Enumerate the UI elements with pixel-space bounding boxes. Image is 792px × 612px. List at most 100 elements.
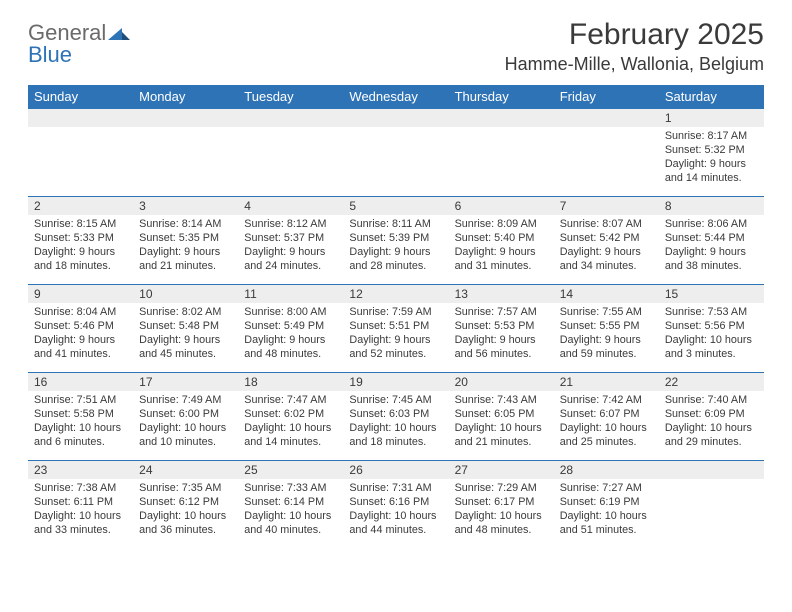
calendar-cell: 18Sunrise: 7:47 AMSunset: 6:02 PMDayligh… bbox=[238, 373, 343, 461]
day-details: Sunrise: 8:02 AMSunset: 5:48 PMDaylight:… bbox=[133, 303, 238, 365]
day-details: Sunrise: 8:15 AMSunset: 5:33 PMDaylight:… bbox=[28, 215, 133, 277]
day-details: Sunrise: 8:09 AMSunset: 5:40 PMDaylight:… bbox=[449, 215, 554, 277]
weekday-header: Tuesday bbox=[238, 85, 343, 109]
calendar-cell: 17Sunrise: 7:49 AMSunset: 6:00 PMDayligh… bbox=[133, 373, 238, 461]
day-details: Sunrise: 8:00 AMSunset: 5:49 PMDaylight:… bbox=[238, 303, 343, 365]
day-details: Sunrise: 7:59 AMSunset: 5:51 PMDaylight:… bbox=[343, 303, 448, 365]
day-details: Sunrise: 7:31 AMSunset: 6:16 PMDaylight:… bbox=[343, 479, 448, 541]
day-number: 18 bbox=[238, 373, 343, 391]
logo: General Blue bbox=[28, 18, 130, 66]
calendar-cell: 7Sunrise: 8:07 AMSunset: 5:42 PMDaylight… bbox=[554, 197, 659, 285]
day-details: Sunrise: 7:29 AMSunset: 6:17 PMDaylight:… bbox=[449, 479, 554, 541]
weekday-header: Saturday bbox=[659, 85, 764, 109]
weekday-header: Thursday bbox=[449, 85, 554, 109]
calendar-row: 2Sunrise: 8:15 AMSunset: 5:33 PMDaylight… bbox=[28, 197, 764, 285]
calendar-cell: 3Sunrise: 8:14 AMSunset: 5:35 PMDaylight… bbox=[133, 197, 238, 285]
logo-text-1: General bbox=[28, 22, 106, 44]
day-details: Sunrise: 7:45 AMSunset: 6:03 PMDaylight:… bbox=[343, 391, 448, 453]
day-number: 14 bbox=[554, 285, 659, 303]
day-number: 26 bbox=[343, 461, 448, 479]
calendar-cell: 9Sunrise: 8:04 AMSunset: 5:46 PMDaylight… bbox=[28, 285, 133, 373]
day-number bbox=[659, 461, 764, 479]
day-number: 9 bbox=[28, 285, 133, 303]
day-number bbox=[554, 109, 659, 127]
day-details: Sunrise: 7:43 AMSunset: 6:05 PMDaylight:… bbox=[449, 391, 554, 453]
weekday-header: Friday bbox=[554, 85, 659, 109]
title-block: February 2025 Hamme-Mille, Wallonia, Bel… bbox=[505, 18, 764, 75]
calendar-cell bbox=[28, 109, 133, 197]
calendar-cell: 14Sunrise: 7:55 AMSunset: 5:55 PMDayligh… bbox=[554, 285, 659, 373]
day-number: 5 bbox=[343, 197, 448, 215]
calendar-table: Sunday Monday Tuesday Wednesday Thursday… bbox=[28, 85, 764, 549]
day-details: Sunrise: 8:12 AMSunset: 5:37 PMDaylight:… bbox=[238, 215, 343, 277]
calendar-cell: 24Sunrise: 7:35 AMSunset: 6:12 PMDayligh… bbox=[133, 461, 238, 549]
day-number: 25 bbox=[238, 461, 343, 479]
calendar-cell: 21Sunrise: 7:42 AMSunset: 6:07 PMDayligh… bbox=[554, 373, 659, 461]
day-number bbox=[238, 109, 343, 127]
calendar-cell: 22Sunrise: 7:40 AMSunset: 6:09 PMDayligh… bbox=[659, 373, 764, 461]
calendar-cell bbox=[238, 109, 343, 197]
day-number: 3 bbox=[133, 197, 238, 215]
calendar-cell: 11Sunrise: 8:00 AMSunset: 5:49 PMDayligh… bbox=[238, 285, 343, 373]
day-number: 19 bbox=[343, 373, 448, 391]
day-number bbox=[133, 109, 238, 127]
day-details: Sunrise: 7:51 AMSunset: 5:58 PMDaylight:… bbox=[28, 391, 133, 453]
calendar-cell: 4Sunrise: 8:12 AMSunset: 5:37 PMDaylight… bbox=[238, 197, 343, 285]
calendar-cell: 13Sunrise: 7:57 AMSunset: 5:53 PMDayligh… bbox=[449, 285, 554, 373]
weekday-header: Wednesday bbox=[343, 85, 448, 109]
day-details: Sunrise: 8:06 AMSunset: 5:44 PMDaylight:… bbox=[659, 215, 764, 277]
day-number: 1 bbox=[659, 109, 764, 127]
calendar-cell: 10Sunrise: 8:02 AMSunset: 5:48 PMDayligh… bbox=[133, 285, 238, 373]
calendar-row: 1Sunrise: 8:17 AMSunset: 5:32 PMDaylight… bbox=[28, 109, 764, 197]
weekday-header: Sunday bbox=[28, 85, 133, 109]
day-number: 12 bbox=[343, 285, 448, 303]
calendar-cell bbox=[554, 109, 659, 197]
day-number bbox=[343, 109, 448, 127]
calendar-cell: 2Sunrise: 8:15 AMSunset: 5:33 PMDaylight… bbox=[28, 197, 133, 285]
day-details: Sunrise: 7:47 AMSunset: 6:02 PMDaylight:… bbox=[238, 391, 343, 453]
day-details: Sunrise: 7:49 AMSunset: 6:00 PMDaylight:… bbox=[133, 391, 238, 453]
header-bar: General Blue February 2025 Hamme-Mille, … bbox=[28, 18, 764, 75]
day-number: 24 bbox=[133, 461, 238, 479]
day-number bbox=[449, 109, 554, 127]
logo-mark-icon bbox=[108, 25, 130, 41]
calendar-cell: 20Sunrise: 7:43 AMSunset: 6:05 PMDayligh… bbox=[449, 373, 554, 461]
month-title: February 2025 bbox=[505, 18, 764, 52]
day-number: 7 bbox=[554, 197, 659, 215]
calendar-page: General Blue February 2025 Hamme-Mille, … bbox=[0, 0, 792, 549]
day-details: Sunrise: 7:27 AMSunset: 6:19 PMDaylight:… bbox=[554, 479, 659, 541]
day-details: Sunrise: 8:07 AMSunset: 5:42 PMDaylight:… bbox=[554, 215, 659, 277]
calendar-cell: 16Sunrise: 7:51 AMSunset: 5:58 PMDayligh… bbox=[28, 373, 133, 461]
calendar-cell: 6Sunrise: 8:09 AMSunset: 5:40 PMDaylight… bbox=[449, 197, 554, 285]
day-number: 11 bbox=[238, 285, 343, 303]
day-number: 13 bbox=[449, 285, 554, 303]
day-details: Sunrise: 7:53 AMSunset: 5:56 PMDaylight:… bbox=[659, 303, 764, 365]
day-details: Sunrise: 8:04 AMSunset: 5:46 PMDaylight:… bbox=[28, 303, 133, 365]
calendar-cell: 19Sunrise: 7:45 AMSunset: 6:03 PMDayligh… bbox=[343, 373, 448, 461]
weekday-header: Monday bbox=[133, 85, 238, 109]
weekday-row: Sunday Monday Tuesday Wednesday Thursday… bbox=[28, 85, 764, 109]
day-number: 6 bbox=[449, 197, 554, 215]
day-number: 23 bbox=[28, 461, 133, 479]
calendar-row: 9Sunrise: 8:04 AMSunset: 5:46 PMDaylight… bbox=[28, 285, 764, 373]
day-number: 27 bbox=[449, 461, 554, 479]
day-number: 8 bbox=[659, 197, 764, 215]
location: Hamme-Mille, Wallonia, Belgium bbox=[505, 54, 764, 75]
calendar-row: 23Sunrise: 7:38 AMSunset: 6:11 PMDayligh… bbox=[28, 461, 764, 549]
day-number: 21 bbox=[554, 373, 659, 391]
day-number: 28 bbox=[554, 461, 659, 479]
calendar-cell: 15Sunrise: 7:53 AMSunset: 5:56 PMDayligh… bbox=[659, 285, 764, 373]
day-details: Sunrise: 8:11 AMSunset: 5:39 PMDaylight:… bbox=[343, 215, 448, 277]
calendar-cell: 5Sunrise: 8:11 AMSunset: 5:39 PMDaylight… bbox=[343, 197, 448, 285]
day-number: 10 bbox=[133, 285, 238, 303]
calendar-row: 16Sunrise: 7:51 AMSunset: 5:58 PMDayligh… bbox=[28, 373, 764, 461]
day-details: Sunrise: 7:55 AMSunset: 5:55 PMDaylight:… bbox=[554, 303, 659, 365]
calendar-cell: 12Sunrise: 7:59 AMSunset: 5:51 PMDayligh… bbox=[343, 285, 448, 373]
calendar-cell bbox=[133, 109, 238, 197]
day-number: 16 bbox=[28, 373, 133, 391]
calendar-cell: 25Sunrise: 7:33 AMSunset: 6:14 PMDayligh… bbox=[238, 461, 343, 549]
calendar-cell: 26Sunrise: 7:31 AMSunset: 6:16 PMDayligh… bbox=[343, 461, 448, 549]
day-details: Sunrise: 7:40 AMSunset: 6:09 PMDaylight:… bbox=[659, 391, 764, 453]
calendar-cell: 23Sunrise: 7:38 AMSunset: 6:11 PMDayligh… bbox=[28, 461, 133, 549]
day-number: 2 bbox=[28, 197, 133, 215]
